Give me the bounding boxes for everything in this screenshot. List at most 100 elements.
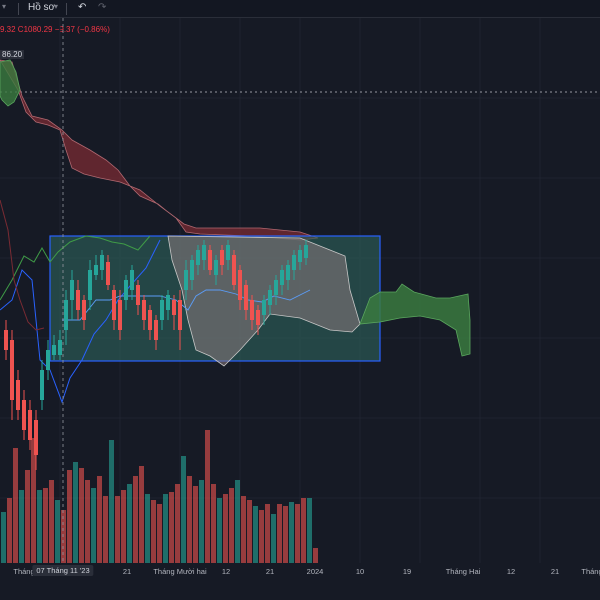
time-axis-tick: Tháng <box>581 567 600 576</box>
candle-body <box>112 290 116 320</box>
price-scale-label: 86.20 <box>0 50 25 59</box>
candle-body <box>196 250 200 265</box>
volume-bar <box>205 430 210 563</box>
candle-body <box>238 270 242 300</box>
volume-bar <box>151 500 156 563</box>
time-axis-tick: 21 <box>122 567 132 576</box>
volume-bar <box>127 484 132 563</box>
candle-body <box>130 270 134 290</box>
volume-bar <box>313 548 318 563</box>
candle-body <box>88 270 92 300</box>
chevron-down-icon[interactable]: ▾ <box>2 2 7 11</box>
candle-body <box>298 250 302 262</box>
volume-bar <box>55 500 60 563</box>
volume-bar <box>271 514 276 563</box>
candle-body <box>136 285 140 305</box>
volume-bar <box>193 486 198 563</box>
volume-bar <box>67 470 72 563</box>
volume-bar <box>1 512 6 563</box>
candle-body <box>166 295 170 310</box>
time-axis-tick: 21 <box>265 567 275 576</box>
candle-body <box>46 350 50 370</box>
candle-body <box>58 340 62 355</box>
candle-body <box>28 410 32 440</box>
volume-bar <box>175 484 180 563</box>
candle-body <box>106 262 110 285</box>
toolbar-divider <box>66 3 67 15</box>
candle-body <box>274 280 278 295</box>
time-axis-crosshair-label: 07 Tháng 11 '23 <box>32 565 94 576</box>
candle-body <box>304 245 308 258</box>
volume-bar <box>229 488 234 563</box>
volume-bar <box>217 498 222 563</box>
volume-bar <box>91 488 96 563</box>
time-axis-tick: Tháng Hai <box>445 567 481 576</box>
volume-bar <box>241 496 246 563</box>
candle-body <box>142 300 146 320</box>
candle-body <box>10 340 14 400</box>
volume-bar <box>97 476 102 563</box>
candle-body <box>280 270 284 285</box>
volume-bar <box>7 498 12 563</box>
candle-body <box>4 330 8 350</box>
volume-bar <box>85 480 90 563</box>
undo-icon[interactable]: ↶ <box>78 2 87 13</box>
time-axis-tick: 2024 <box>306 567 324 576</box>
bullish-cloud <box>0 59 21 107</box>
volume-bar <box>13 448 18 563</box>
volume-bar <box>259 510 264 563</box>
candle-body <box>214 260 218 275</box>
time-axis-tick: 10 <box>355 567 365 576</box>
candle-body <box>82 300 86 320</box>
profile-menu[interactable]: Hồ sơ <box>28 2 56 13</box>
candle-body <box>160 300 164 320</box>
candle-body <box>286 265 290 280</box>
candle-body <box>244 285 248 310</box>
volume-bar <box>187 476 192 563</box>
candle-body <box>16 380 20 410</box>
candle-body <box>100 255 104 270</box>
bearish-cloud <box>0 59 319 241</box>
candle-body <box>208 250 212 270</box>
volume-bar <box>289 502 294 563</box>
time-axis-tick: Tháng Mười hai <box>153 567 207 576</box>
volume-bar <box>19 490 24 563</box>
volume-bar <box>145 494 150 563</box>
top-toolbar: ▾ Hồ sơ ▾ ↶ ↷ <box>0 0 600 18</box>
candle-body <box>40 370 44 400</box>
price-chart[interactable] <box>0 18 600 563</box>
volume-bar <box>109 440 114 563</box>
volume-bar <box>247 500 252 563</box>
candle-body <box>262 300 266 315</box>
candle-body <box>154 320 158 340</box>
candle-body <box>256 310 260 325</box>
time-axis-tick: 12 <box>221 567 231 576</box>
chikou-span-line <box>0 235 151 301</box>
volume-bar <box>295 504 300 563</box>
volume-bar <box>283 506 288 563</box>
profile-chevron-down-icon[interactable]: ▾ <box>54 2 59 11</box>
time-axis-tick: 12 <box>506 567 516 576</box>
time-axis[interactable]: Tháng 07 Tháng 11 '23 21 Tháng Mười hai 12 21… <box>0 563 600 600</box>
volume-bar <box>103 496 108 563</box>
candle-body <box>190 260 194 280</box>
candle-body <box>172 300 176 315</box>
candle-body <box>52 345 56 355</box>
volume-bar <box>121 490 126 563</box>
redo-icon[interactable]: ↷ <box>98 2 107 13</box>
volume-bar <box>163 494 168 563</box>
volume-bar <box>211 484 216 563</box>
volume-bar <box>301 498 306 563</box>
candle-body <box>226 245 230 260</box>
volume-bar <box>25 470 30 563</box>
candle-body <box>118 300 122 330</box>
volume-bar <box>49 480 54 563</box>
bullish-cloud <box>359 283 471 357</box>
candle-body <box>232 255 236 285</box>
candle-body <box>22 400 26 430</box>
volume-bar <box>223 494 228 563</box>
candle-body <box>76 290 80 310</box>
volume-bar <box>169 492 174 563</box>
volume-bar <box>253 506 258 563</box>
toolbar-divider <box>18 3 19 15</box>
